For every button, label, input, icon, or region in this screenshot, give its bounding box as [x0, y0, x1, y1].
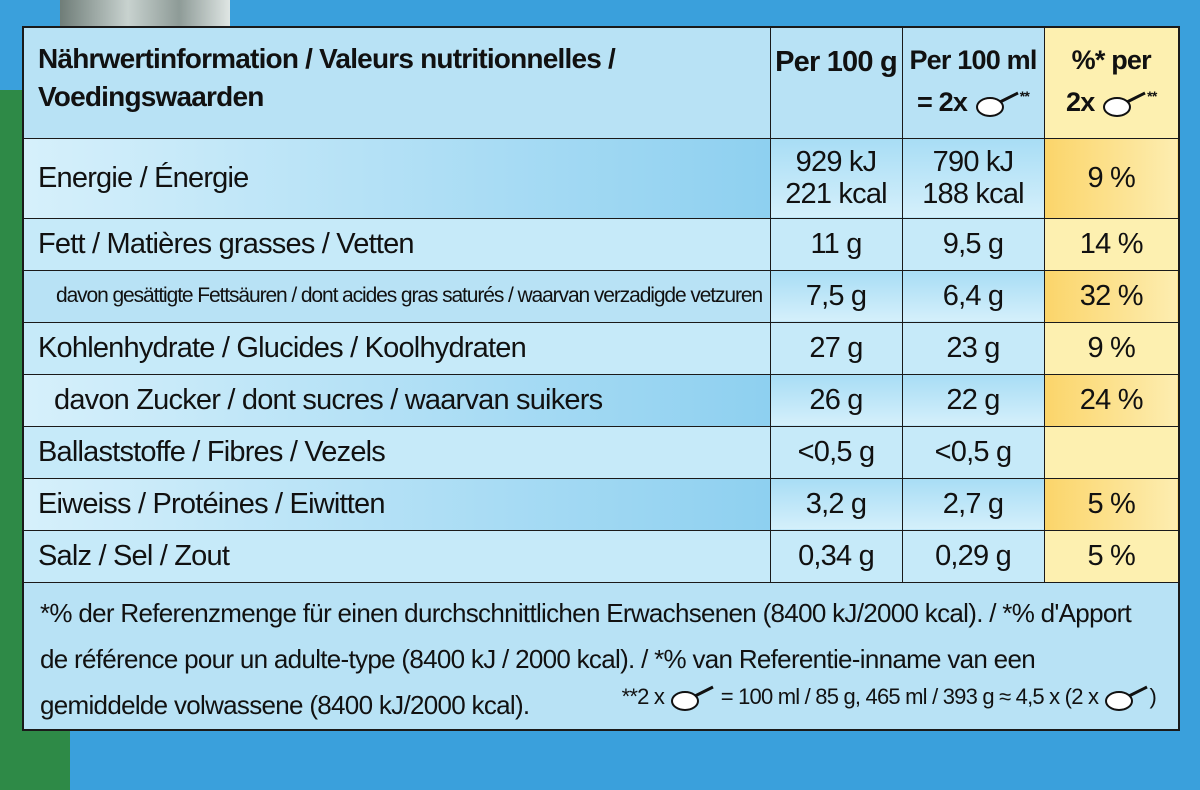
row-value-100g: 0,34 g — [769, 529, 903, 583]
serving-note: **2 x = 100 ml / 85 g, 465 ml / 393 g ≈ … — [621, 684, 1157, 712]
table-row: davon gesättigte Fettsäuren / dont acide… — [24, 269, 1178, 323]
row-value-100g: 7,5 g — [769, 269, 903, 323]
header-per-100ml-line2: = 2x ** — [903, 78, 1044, 120]
header-percent-2x: 2x — [1066, 87, 1095, 117]
table-header-row: Nährwertinformation / Valeurs nutritionn… — [24, 28, 1179, 139]
header-percent-stars: ** — [1147, 88, 1157, 104]
serving-text: = 100 ml / 85 g, 465 ml / 393 g ≈ 4,5 x … — [720, 684, 1099, 709]
spoon-icon — [671, 685, 715, 712]
table-row: Energie / Énergie 929 kJ 221 kcal 790 kJ 1… — [24, 137, 1178, 219]
nutrition-panel: Nährwertinformation / Valeurs nutritionn… — [22, 26, 1180, 731]
row-label: Fett / Matières grasses / Vetten — [24, 217, 771, 271]
row-value-100ml: <0,5 g — [901, 425, 1045, 479]
table-row: Ballaststoffe / Fibres / Vezels <0,5 g <… — [24, 425, 1178, 479]
table-row: Fett / Matières grasses / Vetten 11 g 9,… — [24, 217, 1178, 271]
header-per-100ml-line1: Per 100 ml — [909, 45, 1037, 75]
row-value-100ml: 0,29 g — [901, 529, 1045, 583]
row-value-100ml: 2,7 g — [901, 477, 1045, 531]
spoon-icon — [1103, 91, 1146, 117]
header-2x-text: = 2x — [916, 87, 968, 117]
header-label: Nährwertinformation / Valeurs nutritionn… — [24, 28, 771, 139]
row-value-100ml: 22 g — [901, 373, 1045, 427]
footnote-text: *% der Referenzmenge für einen durchschn… — [40, 598, 1132, 720]
row-value-100g: 26 g — [769, 373, 903, 427]
row-label: Salz / Sel / Zout — [24, 529, 771, 583]
energy-kj-100ml: 790 kJ — [932, 146, 1014, 178]
serving-suffix: ) — [1149, 684, 1156, 709]
header-percent: %* per 2x ** — [1043, 28, 1179, 139]
energy-kcal-100g: 221 kcal — [785, 178, 887, 210]
row-label: davon Zucker / dont sucres / waarvan sui… — [24, 373, 771, 427]
row-percent — [1043, 425, 1178, 479]
row-value-100g: 27 g — [769, 321, 903, 375]
energy-kcal-100ml: 188 kcal — [922, 178, 1024, 210]
header-per-100ml: Per 100 ml = 2x ** — [901, 28, 1045, 139]
row-value-100g: 11 g — [769, 217, 903, 271]
row-percent: 9 % — [1043, 137, 1178, 219]
row-label: Ballaststoffe / Fibres / Vezels — [24, 425, 771, 479]
serving-prefix: **2 x — [621, 684, 665, 709]
nutrition-table: Nährwertinformation / Valeurs nutritionn… — [24, 28, 1178, 583]
table-row: Salz / Sel / Zout 0,34 g 0,29 g 5 % — [24, 529, 1178, 583]
spoon-icon — [1105, 685, 1149, 712]
table-row: Eiweiss / Protéines / Eiwitten 3,2 g 2,7… — [24, 477, 1178, 531]
row-label: Energie / Énergie — [24, 137, 771, 219]
row-label: Kohlenhydrate / Glucides / Koolhydraten — [24, 321, 771, 375]
header-percent-line2: 2x ** — [1045, 78, 1179, 120]
row-value-100ml: 6,4 g — [901, 269, 1045, 323]
energy-kj-100g: 929 kJ — [795, 146, 877, 178]
spoon-icon — [975, 91, 1019, 117]
table-row: davon Zucker / dont sucres / waarvan sui… — [24, 373, 1178, 427]
row-value-100ml: 790 kJ 188 kcal — [901, 137, 1045, 219]
row-value-100ml: 9,5 g — [901, 217, 1045, 271]
row-percent: 14 % — [1043, 217, 1178, 271]
row-percent: 5 % — [1043, 477, 1178, 531]
row-label: davon gesättigte Fettsäuren / dont acide… — [24, 269, 771, 323]
row-percent: 5 % — [1043, 529, 1178, 583]
table-row: Kohlenhydrate / Glucides / Koolhydraten … — [24, 321, 1178, 375]
row-percent: 32 % — [1043, 269, 1178, 323]
header-per-100g: Per 100 g — [769, 28, 903, 139]
row-value-100g: <0,5 g — [769, 425, 903, 479]
header-stars: ** — [1019, 88, 1030, 104]
row-percent: 9 % — [1043, 321, 1178, 375]
row-label: Eiweiss / Protéines / Eiwitten — [24, 477, 771, 531]
row-value-100ml: 23 g — [901, 321, 1045, 375]
row-value-100g: 3,2 g — [769, 477, 903, 531]
header-percent-line1: %* per — [1071, 45, 1152, 75]
row-value-100g: 929 kJ 221 kcal — [769, 137, 903, 219]
row-percent: 24 % — [1043, 373, 1178, 427]
